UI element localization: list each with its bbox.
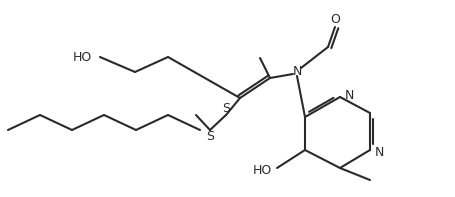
Text: S: S	[222, 101, 230, 114]
Text: HO: HO	[253, 164, 272, 177]
Text: HO: HO	[73, 50, 92, 63]
Text: N: N	[292, 64, 302, 77]
Text: S: S	[206, 130, 214, 143]
Text: N: N	[345, 88, 354, 101]
Text: O: O	[330, 12, 340, 25]
Text: N: N	[375, 146, 384, 159]
